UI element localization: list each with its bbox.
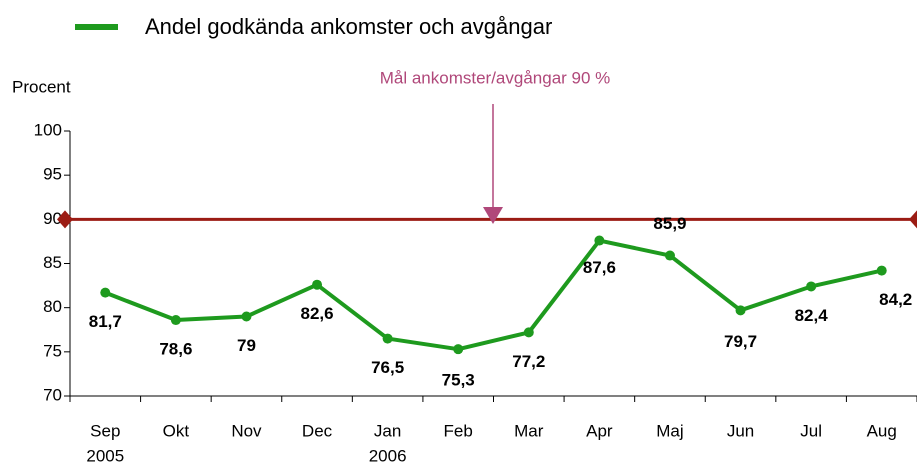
x-tick-label: Feb	[444, 421, 473, 440]
data-label: 76,5	[371, 358, 404, 377]
series-point	[170, 315, 181, 326]
data-label: 82,4	[795, 306, 829, 325]
series-point	[735, 305, 746, 316]
series-point	[453, 344, 464, 355]
x-tick-label: Jun	[727, 421, 754, 440]
y-tick-label: 75	[43, 341, 62, 360]
data-label: 79	[237, 336, 256, 355]
y-tick-label: 80	[43, 297, 62, 316]
series-point	[664, 250, 675, 261]
legend-label: Andel godkända ankomster och avgångar	[145, 14, 552, 39]
x-tick-label: Okt	[163, 421, 190, 440]
x-tick-label: Apr	[586, 421, 613, 440]
data-label: 77,2	[512, 352, 545, 371]
y-tick-label: 90	[43, 209, 62, 228]
x-tick-sublabel: 2005	[86, 446, 124, 465]
data-label: 78,6	[159, 340, 192, 359]
x-tick-label: Sep	[90, 421, 120, 440]
data-label: 85,9	[653, 214, 686, 233]
x-tick-label: Mar	[514, 421, 544, 440]
data-label: 82,6	[300, 304, 333, 323]
x-tick-label: Nov	[231, 421, 262, 440]
series-point	[523, 327, 534, 338]
target-marker	[57, 210, 73, 229]
data-label: 84,2	[879, 290, 912, 309]
x-tick-label: Dec	[302, 421, 333, 440]
x-tick-label: Jan	[374, 421, 401, 440]
series-point	[312, 279, 323, 290]
series-point	[241, 311, 252, 322]
target-label: Mål ankomster/avgångar 90 %	[380, 68, 611, 87]
series-point	[594, 235, 605, 246]
y-tick-label: 70	[43, 385, 62, 404]
y-tick-label: 85	[43, 253, 62, 272]
target-arrowhead	[483, 207, 503, 224]
series-line	[104, 238, 883, 352]
series-point	[806, 281, 817, 292]
series-point	[382, 333, 393, 344]
target-marker	[909, 210, 917, 229]
series-point	[100, 287, 111, 298]
data-label: 87,6	[583, 258, 616, 277]
y-axis-label: Procent	[12, 77, 71, 96]
x-tick-label: Jul	[800, 421, 822, 440]
x-tick-sublabel: 2006	[369, 446, 407, 465]
data-label: 81,7	[89, 312, 122, 331]
x-tick-label: Maj	[656, 421, 683, 440]
y-tick-label: 100	[34, 120, 62, 139]
y-tick-label: 95	[43, 165, 62, 184]
data-label: 79,7	[724, 332, 757, 351]
data-label: 75,3	[442, 371, 475, 390]
series-point	[876, 265, 887, 276]
x-tick-label: Aug	[867, 421, 897, 440]
